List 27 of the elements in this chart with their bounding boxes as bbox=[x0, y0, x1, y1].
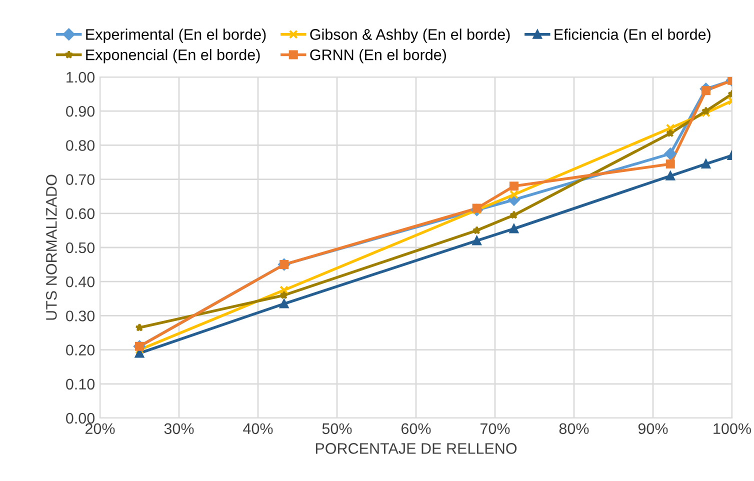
legend-label: Experimental (En el borde) bbox=[86, 28, 266, 43]
x-tick-label: 80% bbox=[559, 423, 589, 434]
x-tick-label: 60% bbox=[401, 423, 431, 434]
legend-label: Gibson & Ashby (En el borde) bbox=[310, 28, 510, 43]
y-tick-label: 0.50 bbox=[66, 242, 95, 254]
y-tick-label: 1.00 bbox=[66, 72, 95, 83]
x-tick-label: 90% bbox=[638, 423, 668, 434]
x-tick-label: 30% bbox=[164, 423, 194, 434]
x-tick-label: 100% bbox=[714, 423, 751, 434]
legend-label: Exponencial (En el borde) bbox=[86, 49, 260, 64]
y-tick-label: 0.00 bbox=[66, 412, 95, 424]
y-tick-label: 0.30 bbox=[66, 310, 95, 322]
y-tick-label: 0.40 bbox=[66, 276, 95, 288]
x-tick-label: 50% bbox=[322, 423, 352, 434]
y-tick-label: 0.20 bbox=[66, 344, 95, 356]
y-tick-label: 0.70 bbox=[66, 174, 95, 185]
legend-label: GRNN (En el borde) bbox=[310, 49, 446, 64]
y-tick-label: 0.60 bbox=[66, 208, 95, 220]
x-tick-label: 40% bbox=[243, 423, 273, 434]
y-axis-title: UTS NORMALIZADO bbox=[46, 174, 57, 320]
legend-label: Eficiencia (En el borde) bbox=[554, 28, 710, 43]
x-tick-label: 70% bbox=[480, 423, 510, 434]
y-tick-label: 0.90 bbox=[66, 106, 95, 117]
x-tick-label: 20% bbox=[85, 423, 115, 434]
y-tick-label: 0.80 bbox=[66, 140, 95, 151]
x-axis-title: PORCENTAJE DE RELLENO bbox=[316, 443, 517, 454]
y-tick-label: 0.10 bbox=[66, 378, 95, 390]
